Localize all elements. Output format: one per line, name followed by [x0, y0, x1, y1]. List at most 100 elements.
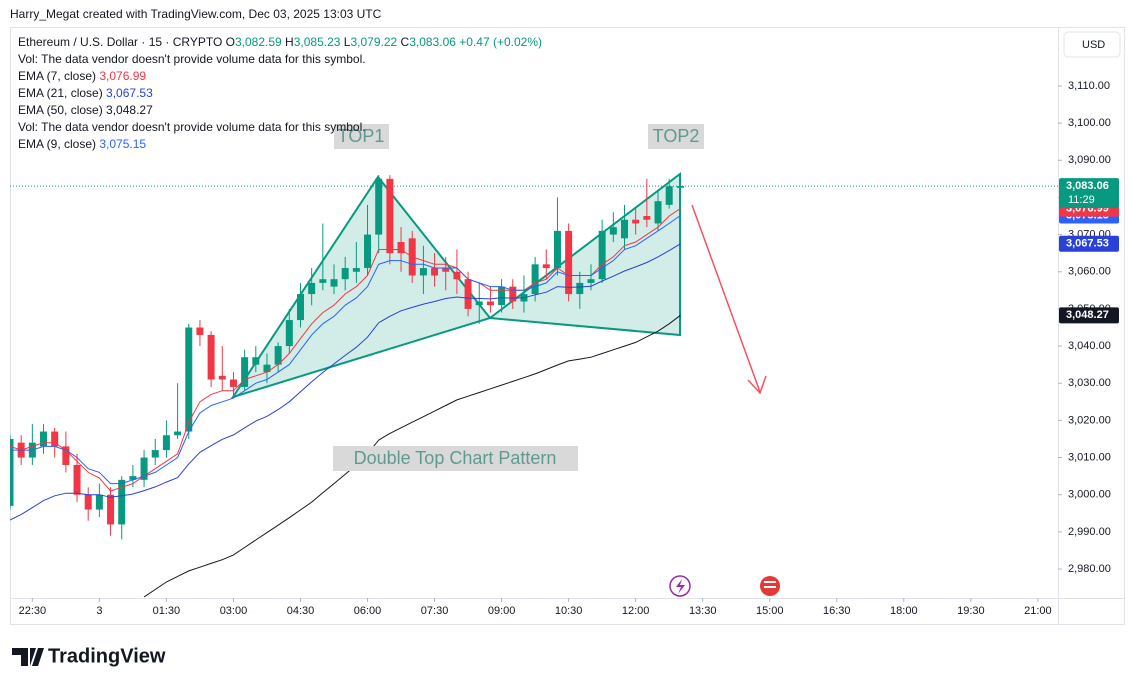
candle-body — [375, 178, 383, 235]
arrow-line — [691, 204, 761, 393]
candle-body — [296, 294, 304, 321]
candle-body — [274, 346, 282, 365]
annotation: TOP1 — [338, 126, 385, 146]
candle-body — [509, 286, 517, 302]
y-tick-label: 3,060.00 — [1068, 266, 1111, 278]
candle-body — [95, 494, 103, 510]
legend-value: 3,076.99 — [99, 69, 147, 83]
candle-body — [665, 186, 673, 205]
annotation: Double Top Chart Pattern — [354, 448, 557, 468]
event-icon-glyph — [764, 586, 776, 588]
candle-body — [162, 435, 170, 451]
candle-body — [553, 230, 561, 269]
y-tick-label: 2,980.00 — [1068, 563, 1111, 575]
candle-body — [620, 219, 628, 239]
attribution: Harry_Megat created with TradingView.com… — [10, 7, 382, 21]
legend-entry: EMA (9, close) 3,075.15 — [18, 136, 542, 153]
x-tick-label: 03:00 — [220, 605, 248, 617]
brand-logo — [12, 648, 44, 666]
candle-body — [654, 201, 662, 224]
ema-line — [10, 215, 681, 485]
x-tick-label: 06:00 — [354, 605, 382, 617]
candle-body — [386, 178, 394, 254]
candle-body — [10, 438, 14, 506]
annotation-box — [333, 446, 578, 471]
candle-body — [419, 268, 427, 276]
currency: USD — [1082, 39, 1105, 51]
legend-entry: EMA (7, close) 3,076.99 — [18, 68, 542, 85]
price-tag — [1059, 178, 1119, 209]
pattern-triangle — [487, 171, 681, 337]
x-tick-label: 01:30 — [153, 605, 181, 617]
x-tick-label: 19:30 — [957, 605, 985, 617]
candle-body — [207, 334, 215, 380]
candle-body — [587, 279, 595, 283]
candle-body — [632, 219, 640, 224]
x-tick-label: 09:00 — [488, 605, 516, 617]
x-tick-label: 3 — [96, 605, 102, 617]
y-tick-label: 3,110.00 — [1068, 80, 1110, 92]
x-tick-label: 13:30 — [689, 605, 717, 617]
ohlc-prefix: O — [225, 35, 235, 49]
annotation-box — [648, 124, 704, 149]
candle-body — [397, 242, 405, 254]
ohlc-value: 3,079.22 — [350, 35, 398, 49]
candle-body — [352, 268, 360, 272]
candle-body — [263, 364, 271, 373]
brand: TradingView — [48, 645, 166, 667]
legend-entry: EMA (50, close) 3,048.27 — [18, 102, 542, 119]
candle-body — [475, 301, 483, 306]
symbol-line: Ethereum / U.S. Dollar · 15 · CRYPTO O3,… — [18, 34, 542, 51]
candle-body — [431, 268, 439, 276]
y-tick-label: 3,100.00 — [1068, 117, 1111, 129]
price-tag-label: 3,083.06 — [1066, 180, 1109, 192]
currency-button[interactable] — [1063, 31, 1121, 58]
annotation: TOP2 — [653, 126, 700, 146]
x-tick-label: 12:00 — [622, 605, 650, 617]
candle-body — [598, 230, 606, 280]
legend-value: 3,048.27 — [106, 103, 153, 117]
candle-body — [609, 227, 617, 235]
ema-line — [143, 314, 681, 598]
candle-body — [84, 494, 92, 510]
candle-body — [229, 379, 237, 387]
annotation-box — [334, 124, 389, 149]
candle-body — [542, 264, 550, 269]
candle-body — [174, 431, 182, 436]
candle-body — [576, 282, 584, 295]
x-tick-label: 21:00 — [1024, 605, 1052, 617]
y-tick-label: 3,090.00 — [1068, 154, 1111, 166]
event-icon-glyph — [676, 579, 685, 594]
x-tick-label: 15:00 — [756, 605, 784, 617]
legend-name: EMA (21, close) — [18, 86, 103, 100]
pattern-triangle — [230, 175, 492, 399]
candle-body — [442, 268, 450, 272]
candle-body — [330, 279, 338, 287]
annotations: TOP1 TOP2 Double Top Chart Pattern — [333, 124, 704, 471]
countdown: 11:29 — [1068, 194, 1095, 206]
legend-value: 3,075.15 — [99, 137, 147, 151]
note: Vol: The data vendor doesn't provide vol… — [18, 120, 366, 134]
change: +0.47 — [459, 35, 490, 49]
price-tag-label: 3,048.27 — [1066, 309, 1109, 321]
candle-body — [62, 446, 70, 465]
candle-body — [531, 264, 539, 295]
x-tick-label: 22:30 — [19, 605, 47, 617]
candle-body — [364, 234, 372, 269]
change-pct: (+0.02%) — [492, 35, 543, 49]
x-tick-label: 18:00 — [890, 605, 918, 617]
ohlc-value: 3,082.59 — [234, 35, 282, 49]
candle-body — [643, 216, 651, 220]
candle-body — [185, 327, 193, 432]
candle-body — [151, 450, 159, 458]
price-tag — [1059, 235, 1119, 252]
legend-name: EMA (50, close) — [18, 103, 103, 117]
plot — [10, 175, 1058, 598]
candle-body — [464, 279, 472, 309]
candle-body — [129, 476, 137, 480]
candle-body — [308, 282, 316, 295]
x-tick-label: 10:30 — [555, 605, 583, 617]
price-tag — [1059, 307, 1119, 324]
candle-body — [486, 301, 494, 306]
